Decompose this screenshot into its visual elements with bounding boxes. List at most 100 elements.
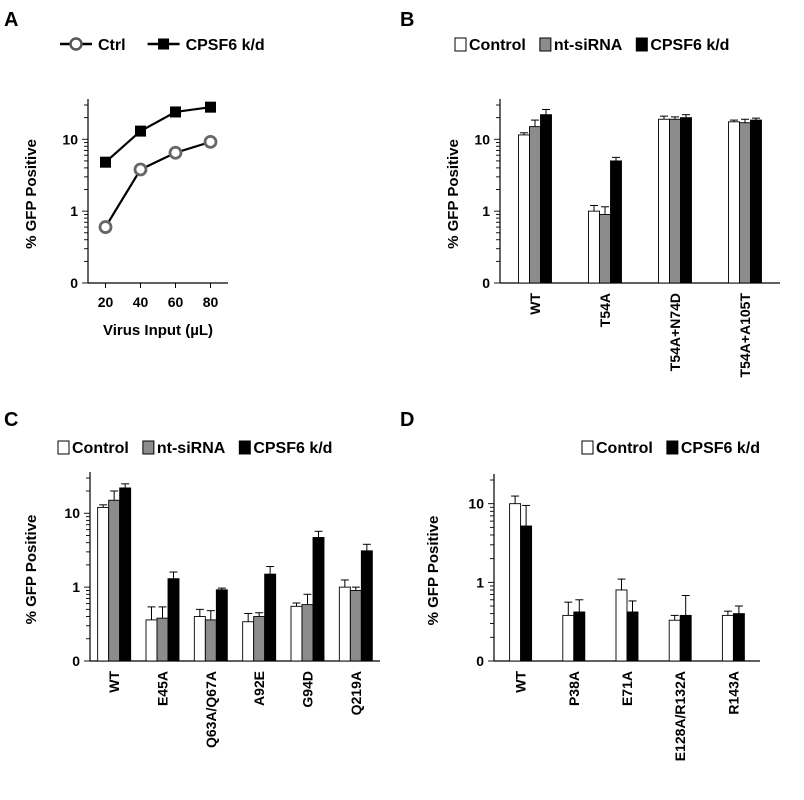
bar: [253, 616, 266, 662]
data-point-circle: [98, 220, 113, 234]
panel-letter-b: B: [400, 9, 414, 31]
category-label: E71A: [619, 671, 635, 706]
panel-a-line-chart: 0 1 10 % GFP Positive Ctrl CPSF6 k/d 20 40 60 80 V…: [23, 37, 265, 339]
y-tick-label: 0: [476, 653, 484, 669]
legend-label: Control: [596, 440, 653, 457]
legend-label: nt-siRNA: [157, 440, 226, 457]
bar: [588, 210, 600, 284]
data-point-square: [135, 125, 146, 137]
legend-label: Control: [469, 37, 526, 54]
panel-b-bar-chart: 0 1 10 % GFP Positive Control nt-siRNA CPSF6 k…: [445, 37, 780, 377]
y-tick-label: 10: [62, 131, 78, 147]
y-tick-label: 1: [482, 203, 490, 219]
bar: [668, 619, 681, 662]
bar: [242, 621, 255, 662]
bar: [301, 604, 314, 662]
category-label: G94D: [300, 671, 316, 708]
y-tick-label: 0: [70, 275, 78, 291]
bar: [215, 589, 228, 662]
y-tick-label: 0: [482, 275, 490, 291]
bar: [204, 619, 217, 662]
panel-d-bar-chart: 0 1 10 % GFP Positive Control CPSF6 k/d WT P38A…: [425, 440, 760, 761]
data-point-circle: [168, 145, 183, 160]
bar: [338, 586, 351, 662]
panel-letter-a: A: [4, 9, 18, 31]
bar: [562, 614, 575, 662]
bar: [679, 614, 692, 662]
category-label: WT: [106, 671, 122, 693]
legend-swatch: [666, 440, 679, 455]
category-label: Q219A: [348, 671, 364, 715]
series-line: [104, 140, 211, 228]
category-label: E128A/R132A: [672, 671, 688, 761]
x-axis-title: Virus Input (µL): [103, 322, 213, 339]
x-tick-label: 40: [133, 294, 149, 310]
bar: [615, 589, 628, 662]
bar: [732, 613, 745, 662]
legend-swatch: [57, 440, 70, 455]
legend-swatch: [238, 440, 251, 455]
category-label: P38A: [566, 671, 582, 706]
bar: [518, 134, 530, 284]
bar: [669, 118, 681, 284]
y-tick-label: 1: [476, 574, 484, 590]
legend-label: CPSF6 k/d: [650, 37, 729, 54]
bar: [312, 537, 325, 662]
bar: [156, 617, 169, 662]
bar: [97, 506, 110, 662]
bar: [610, 160, 622, 284]
category-label: WT: [527, 293, 543, 315]
data-point-circle: [133, 162, 148, 177]
y-tick-label: 1: [72, 579, 80, 595]
bar: [167, 578, 180, 662]
data-point-square: [100, 156, 111, 168]
series-line: [104, 106, 211, 164]
category-label: E45A: [155, 671, 171, 706]
bar: [108, 499, 121, 662]
category-label: Q63A/Q67A: [203, 671, 219, 748]
legend-label: CPSF6 k/d: [186, 37, 265, 54]
category-label: T54A+A105T: [737, 293, 753, 378]
bar: [721, 614, 734, 662]
bar: [119, 487, 132, 662]
legend-label: Control: [72, 440, 129, 457]
y-tick-label: 10: [468, 496, 484, 512]
legend-label: CPSF6 k/d: [681, 440, 760, 457]
legend-label: CPSF6 k/d: [253, 440, 332, 457]
legend-label: Ctrl: [98, 37, 126, 54]
bar: [520, 525, 533, 662]
bar: [349, 590, 362, 662]
category-label: A92E: [251, 671, 267, 706]
y-tick-label: 10: [474, 131, 490, 147]
legend-marker-square: [158, 38, 170, 50]
panel-letter-d: D: [400, 409, 414, 431]
legend-swatch: [539, 37, 552, 52]
bar: [145, 619, 158, 662]
bar: [540, 114, 552, 284]
panel-c-bar-chart: 0 1 10 % GFP Positive Control nt-siRNA CPSF6 k…: [23, 440, 380, 748]
x-tick-label: 80: [203, 294, 219, 310]
y-tick-label: 10: [64, 505, 80, 521]
data-point-square: [205, 101, 216, 113]
bar: [680, 117, 692, 284]
legend-swatch: [635, 37, 648, 52]
y-axis-title: % GFP Positive: [23, 515, 40, 625]
y-axis-title: % GFP Positive: [23, 139, 40, 249]
y-tick-label: 1: [70, 203, 78, 219]
y-tick-label: 0: [72, 653, 80, 669]
y-axis-title: % GFP Positive: [445, 139, 462, 249]
category-label: T54A+N74D: [667, 293, 683, 371]
legend-swatch: [142, 440, 155, 455]
bar: [599, 213, 611, 284]
bar: [658, 118, 670, 284]
x-tick-label: 60: [168, 294, 184, 310]
bar: [509, 503, 522, 662]
bar: [626, 611, 639, 662]
bar: [360, 550, 373, 662]
x-tick-label: 20: [98, 294, 114, 310]
bar: [193, 616, 206, 662]
bar: [573, 611, 586, 662]
category-label: WT: [513, 671, 529, 693]
legend-swatch: [454, 37, 467, 52]
